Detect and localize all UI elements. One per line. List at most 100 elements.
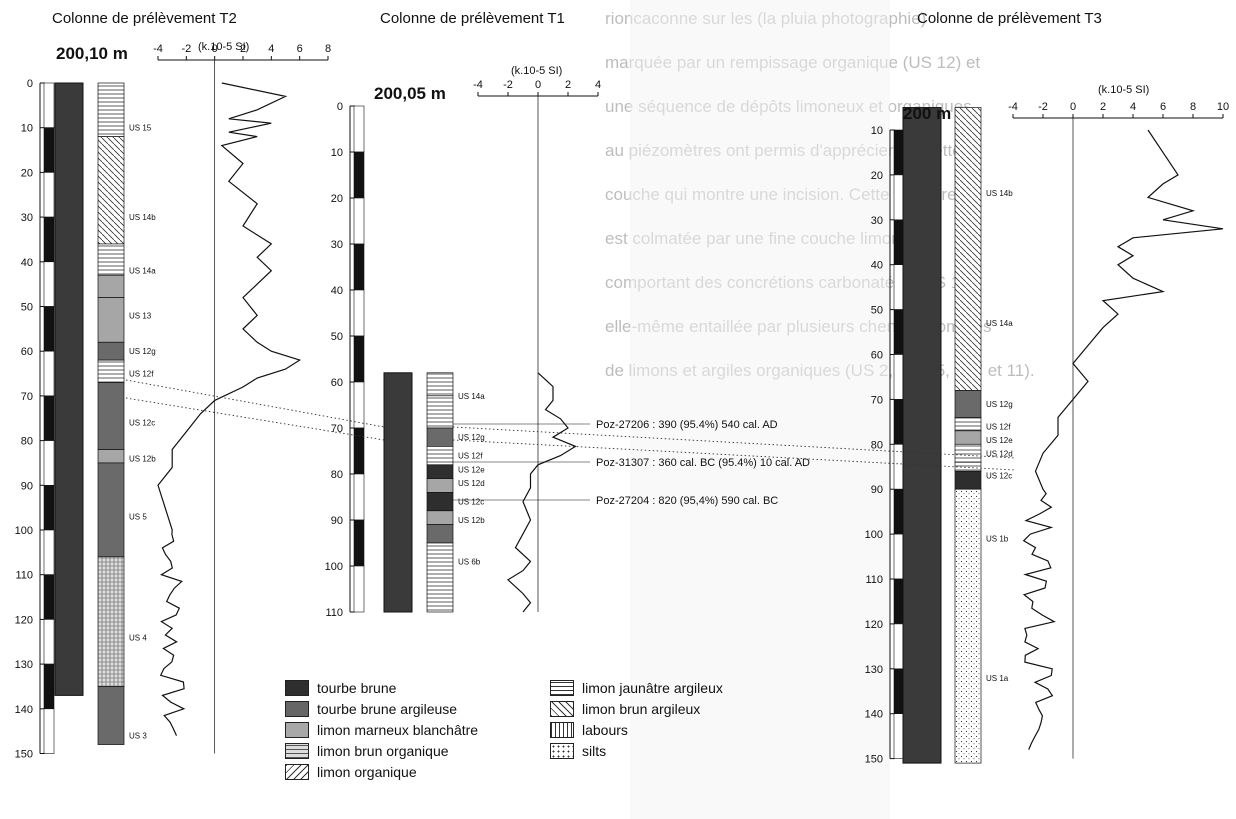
unit-label: US 1b <box>986 535 1009 544</box>
susceptibility-tick-label: 0 <box>212 43 218 55</box>
depth-bar-segment <box>353 105 365 153</box>
lithology-layer <box>426 427 454 447</box>
depth-tick-label: 80 <box>871 439 883 451</box>
depth-tick-label: 130 <box>865 664 883 676</box>
depth-tick-label: 90 <box>331 515 343 527</box>
lithology-layer <box>426 478 454 493</box>
depth-tick-label: 0 <box>337 101 343 113</box>
lithology-layer <box>97 243 125 276</box>
unit-label: US 12c <box>986 472 1012 481</box>
depth-bar-segment <box>43 663 55 710</box>
t3-altitude: 200 m <box>903 104 952 123</box>
depth-tick-label: 10 <box>331 147 343 159</box>
lithology-layer <box>426 464 454 479</box>
legend-label: tourbe brune argileuse <box>317 701 458 717</box>
depth-tick-label: 100 <box>15 525 33 537</box>
susceptibility-tick-label: 2 <box>565 79 571 91</box>
susceptibility-tick-label: 0 <box>1070 101 1076 113</box>
legend-label: limon organique <box>317 764 417 780</box>
lithology-layer <box>954 430 982 445</box>
lithology-layer <box>97 297 125 343</box>
legend-label: limon marneux blanchâtre <box>317 722 479 738</box>
unit-label: US 14b <box>986 189 1013 198</box>
depth-tick-label: 100 <box>865 529 883 541</box>
susceptibility-tick-label: 2 <box>1100 101 1106 113</box>
legend-label: limon jaunâtre argileux <box>582 680 723 696</box>
susceptibility-tick-label: 8 <box>325 43 331 55</box>
unit-label: US 5 <box>129 513 147 522</box>
lithology-layer <box>97 686 125 745</box>
column-t2: 0102030405060708090100110120130140150US … <box>15 43 331 761</box>
legend-label: limon brun argileux <box>582 701 701 717</box>
unit-label: US 12g <box>458 433 485 442</box>
depth-tick-label: 10 <box>21 123 33 135</box>
depth-bar-segment <box>43 350 55 397</box>
depth-tick-label: 60 <box>331 377 343 389</box>
lithology-layer <box>426 542 454 613</box>
unit-label: US 1a <box>986 674 1009 683</box>
depth-bar-segment <box>353 151 365 199</box>
t1-unit: (k.10-5 SI) <box>511 65 563 77</box>
core-photo <box>383 372 413 613</box>
depth-bar-segment <box>43 261 55 307</box>
legend-label: tourbe brune <box>317 680 397 696</box>
depth-tick-label: 60 <box>871 350 883 362</box>
depth-tick-label: 40 <box>871 260 883 272</box>
t1-altitude: 200,05 m <box>374 84 446 103</box>
unit-label: US 14a <box>458 392 485 401</box>
depth-tick-label: 90 <box>21 480 33 492</box>
t2-title: Colonne de prélèvement T2 <box>52 10 237 27</box>
t2-altitude: 200,10 m <box>56 44 128 63</box>
depth-tick-label: 120 <box>865 619 883 631</box>
depth-tick-label: 140 <box>865 709 883 721</box>
legend-swatch <box>285 722 309 738</box>
lithology-layer <box>97 274 125 298</box>
depth-tick-label: 70 <box>331 423 343 435</box>
legend: tourbe brune tourbe brune argileuse limo… <box>285 678 805 808</box>
unit-label: US 12f <box>458 452 483 461</box>
depth-tick-label: 50 <box>21 302 33 314</box>
depth-tick-label: 50 <box>871 305 883 317</box>
depth-bar-segment <box>43 619 55 665</box>
legend-item: limon jaunâtre argileux <box>550 678 723 698</box>
legend-swatch <box>285 764 309 780</box>
legend-item: labours <box>550 720 628 740</box>
depth-tick-label: 20 <box>331 193 343 205</box>
depth-bar-segment <box>43 127 55 173</box>
depth-bar-segment <box>43 484 55 531</box>
depth-tick-label: 70 <box>871 394 883 406</box>
unit-label: US 12f <box>129 370 154 379</box>
lithology-layer <box>954 417 982 432</box>
depth-bar-segment <box>353 473 365 521</box>
legend-swatch <box>550 701 574 717</box>
depth-tick-label: 30 <box>871 215 883 227</box>
depth-tick-label: 90 <box>871 484 883 496</box>
lithology-layer <box>97 341 125 361</box>
depth-bar-segment <box>43 172 55 218</box>
unit-label: US 12f <box>986 422 1011 431</box>
susceptibility-tick-label: -2 <box>503 79 513 91</box>
legend-swatch <box>550 680 574 696</box>
legend-swatch <box>285 743 309 759</box>
date-label: Poz-27204 : 820 (95,4%) 590 cal. BC <box>596 495 778 507</box>
unit-label: US 12d <box>986 449 1013 458</box>
depth-bar-segment <box>353 289 365 337</box>
unit-label: US 12e <box>458 465 485 474</box>
unit-label: US 12b <box>458 516 485 525</box>
legend-item: tourbe brune argileuse <box>285 699 457 719</box>
depth-tick-label: 10 <box>871 125 883 137</box>
unit-label: US 14a <box>129 267 156 276</box>
unit-label: US 12g <box>986 400 1013 409</box>
susceptibility-curve <box>507 372 577 613</box>
unit-label: US 15 <box>129 124 152 133</box>
unit-label: US 12c <box>129 419 155 428</box>
susceptibility-curve <box>157 82 302 736</box>
depth-tick-label: 0 <box>27 78 33 90</box>
lithology-layer <box>954 390 982 418</box>
depth-bar-segment <box>43 395 55 441</box>
susceptibility-tick-label: -4 <box>153 43 163 55</box>
lithology-layer <box>97 82 125 137</box>
depth-tick-label: 150 <box>15 749 33 761</box>
legend-swatch <box>550 743 574 759</box>
